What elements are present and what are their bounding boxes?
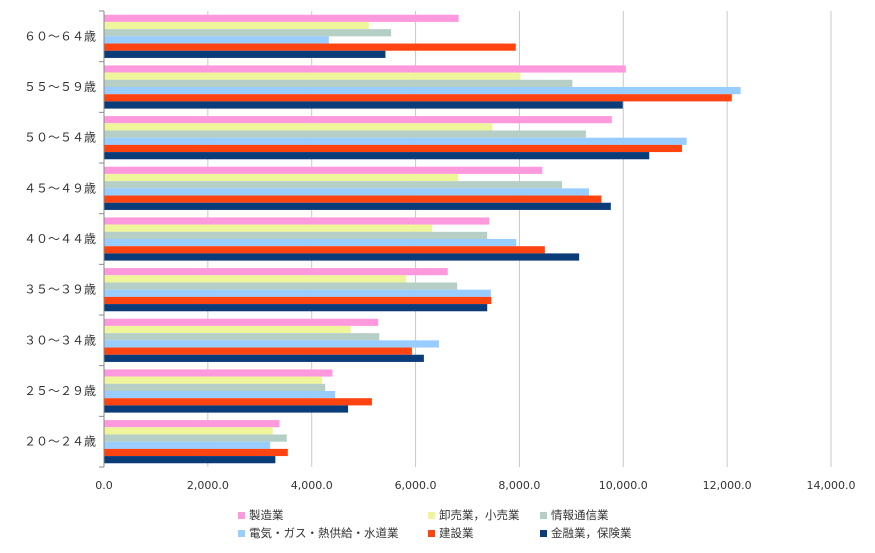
legend-swatch — [238, 530, 245, 537]
y-tick-label: ３０～３４歳 — [24, 333, 96, 347]
legend-swatch — [238, 512, 245, 519]
bar — [104, 29, 392, 37]
legend-swatch — [540, 512, 547, 519]
bar — [104, 181, 563, 189]
bar — [104, 427, 273, 435]
x-tick-label: 2,000.0 — [187, 479, 229, 492]
bar — [104, 217, 490, 225]
bar — [104, 282, 458, 290]
legend-swatch — [428, 512, 435, 519]
x-tick-label: 8,000.0 — [498, 479, 540, 492]
bar — [104, 224, 433, 232]
bar — [104, 253, 580, 261]
legend-swatch — [428, 530, 435, 537]
bar — [104, 65, 626, 73]
bar — [104, 166, 543, 174]
bar — [104, 123, 493, 131]
legend-label: 情報通信業 — [551, 508, 609, 522]
bar — [104, 101, 623, 109]
y-tick-label: ４０～４４歳 — [24, 232, 96, 246]
x-tick-label: 4,000.0 — [291, 479, 333, 492]
bar — [104, 173, 459, 182]
bar — [104, 456, 276, 464]
bar — [104, 202, 611, 210]
bar — [104, 72, 521, 80]
x-tick-label: 6,000.0 — [395, 479, 437, 492]
bar — [104, 340, 439, 348]
bar — [104, 36, 329, 44]
bar — [104, 333, 380, 341]
y-tick-label: ３５～３９歳 — [24, 283, 96, 297]
bar — [104, 347, 412, 355]
legend-label: 製造業 — [249, 508, 284, 522]
axes: 0.0 2,000.0 4,000.0 6,000.0 8,000.0 10,000.0 1… — [24, 10, 856, 492]
bar — [104, 296, 492, 305]
bar — [104, 289, 491, 297]
y-tick-label: ５０～５４歳 — [24, 131, 96, 145]
x-tick-label: 12,000.0 — [703, 479, 752, 492]
bar — [104, 195, 602, 203]
y-tick-label: ２５～２９歳 — [24, 384, 96, 398]
y-tick-label: ２０～２４歳 — [24, 435, 96, 449]
bar — [104, 441, 271, 449]
bar — [104, 376, 323, 384]
bar — [104, 231, 488, 239]
legend-swatch — [540, 530, 547, 537]
x-tick-label: 10,000.0 — [599, 479, 648, 492]
bar — [104, 144, 682, 153]
bar — [104, 354, 424, 362]
bar — [104, 50, 386, 58]
bar — [104, 448, 288, 457]
legend-label: 電気・ガス・熱供給・水道業 — [249, 526, 399, 540]
legend-label: 卸売業，小売業 — [439, 508, 520, 522]
bar — [104, 369, 333, 377]
bar — [104, 405, 349, 413]
bar — [104, 275, 407, 283]
x-tick-label: 0.0 — [95, 479, 113, 492]
bar — [104, 325, 351, 334]
bar — [104, 130, 586, 138]
bar — [104, 318, 379, 326]
bar — [104, 268, 448, 276]
bar — [104, 398, 372, 406]
bar — [104, 21, 369, 30]
bar — [104, 434, 287, 442]
bar — [104, 383, 326, 391]
bar — [104, 391, 336, 399]
y-tick-label: ６０～６４歳 — [24, 29, 96, 43]
bar — [104, 420, 280, 428]
bar — [104, 14, 459, 22]
legend-label: 金融業，保険業 — [551, 526, 632, 540]
bar — [104, 79, 573, 87]
bar — [104, 304, 488, 312]
bar — [104, 188, 590, 196]
bar — [104, 137, 687, 145]
bar — [104, 152, 650, 160]
bar — [104, 87, 741, 95]
y-tick-label: ４５～４９歳 — [24, 181, 96, 195]
bar — [104, 239, 517, 247]
bar — [104, 246, 545, 254]
bar — [104, 43, 516, 51]
bars — [104, 14, 741, 464]
bar — [104, 94, 732, 102]
x-tick-label: 14,000.0 — [807, 479, 856, 492]
bar — [104, 116, 612, 124]
y-tick-label: ５５～５９歳 — [24, 80, 96, 94]
legend-label: 建設業 — [439, 526, 474, 540]
